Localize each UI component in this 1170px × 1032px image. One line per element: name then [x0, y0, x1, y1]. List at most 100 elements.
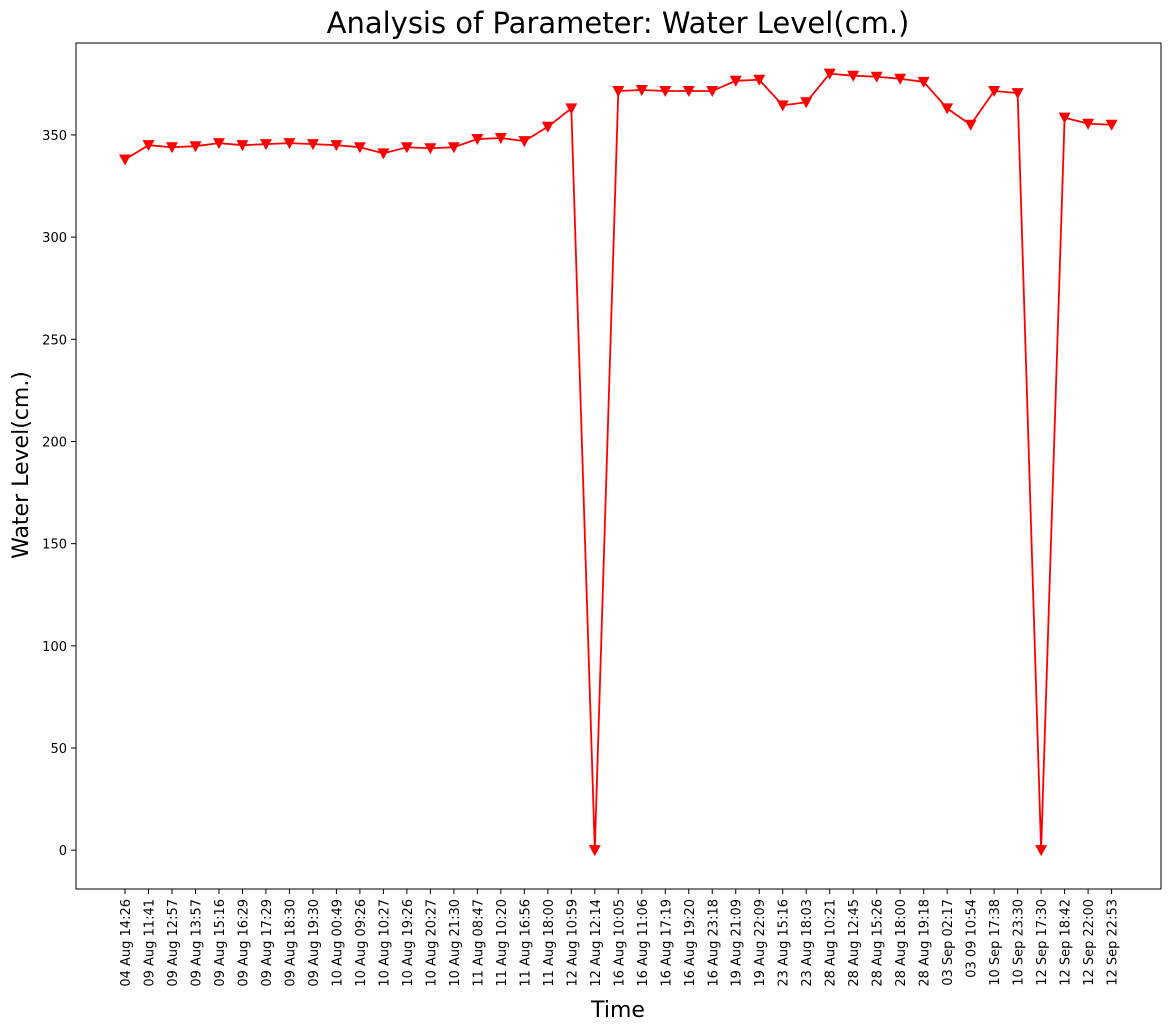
- data-point-marker: [894, 73, 907, 85]
- x-tick-label: 03 Sep 02:17: [941, 899, 956, 986]
- x-tick-label: 10 Aug 20:27: [424, 899, 439, 987]
- y-tick-label: 200: [42, 435, 67, 450]
- x-tick-label: 12 Sep 22:53: [1106, 899, 1121, 986]
- y-tick-label: 0: [59, 844, 67, 859]
- series-line: [124, 72, 1112, 851]
- y-axis-label: Water Level(cm.): [9, 371, 34, 559]
- data-point-marker: [917, 76, 930, 88]
- x-tick-label: 16 Aug 11:06: [636, 899, 651, 987]
- data-point-marker: [776, 100, 789, 112]
- x-tick-label: 10 Aug 00:49: [330, 899, 345, 987]
- x-axis-label: Time: [590, 998, 645, 1023]
- x-tick-label: 10 Sep 17:38: [988, 899, 1003, 986]
- data-point-marker: [283, 138, 296, 150]
- x-tick-label: 09 Aug 11:41: [142, 899, 157, 987]
- data-point-marker: [588, 845, 601, 857]
- x-tick-label: 09 Aug 17:29: [260, 899, 275, 987]
- x-tick-label: 09 Aug 12:57: [166, 899, 181, 987]
- data-point-marker: [1105, 119, 1118, 131]
- data-point-marker: [377, 148, 390, 160]
- x-tick-label: 19 Aug 21:09: [730, 899, 745, 987]
- x-tick-label: 19 Aug 22:09: [753, 899, 768, 987]
- data-point-marker: [635, 85, 648, 96]
- x-tick-label: 10 Aug 09:26: [354, 899, 369, 987]
- x-tick-label: 16 Aug 19:20: [683, 899, 698, 987]
- x-tick-label: 09 Aug 16:29: [236, 899, 251, 987]
- data-point-marker: [612, 86, 625, 98]
- data-point-marker: [119, 154, 131, 166]
- data-point-marker: [165, 142, 178, 154]
- x-tick-label: 10 Sep 23:30: [1012, 899, 1027, 986]
- x-tick-label: 28 Aug 10:21: [824, 899, 839, 987]
- x-tick-label: 12 Sep 22:00: [1082, 899, 1097, 986]
- x-tick-label: 10 Aug 19:26: [401, 899, 416, 987]
- data-point-marker: [400, 142, 413, 154]
- data-point-marker: [306, 139, 319, 151]
- data-point-marker: [659, 86, 672, 98]
- data-point-marker: [1035, 845, 1048, 857]
- series-markers: [119, 68, 1118, 857]
- data-point-marker: [823, 68, 836, 80]
- x-tick-label: 03 09 10:54: [965, 899, 980, 978]
- y-tick-label: 100: [42, 640, 67, 655]
- data-point-marker: [870, 71, 883, 83]
- x-tick-label: 28 Aug 12:45: [847, 899, 862, 987]
- x-tick-label: 28 Aug 15:26: [871, 899, 886, 987]
- x-tick-label: 10 Aug 21:30: [448, 899, 463, 987]
- x-tick-label: 10 Aug 10:27: [377, 899, 392, 987]
- data-point-marker: [847, 70, 860, 82]
- plot-frame: [75, 42, 1162, 890]
- data-point-marker: [729, 75, 742, 87]
- chart-title: Analysis of Parameter: Water Level(cm.): [327, 6, 910, 40]
- x-tick-label: 23 Aug 18:03: [800, 899, 815, 987]
- data-point-marker: [1011, 88, 1024, 100]
- y-tick-label: 300: [42, 231, 67, 246]
- data-point-marker: [259, 139, 272, 151]
- y-tick-label: 250: [42, 333, 67, 348]
- data-point-marker: [800, 97, 813, 109]
- x-tick-label: 09 Aug 13:57: [189, 899, 204, 987]
- data-point-marker: [565, 103, 578, 115]
- x-tick-label: 28 Aug 18:00: [894, 899, 909, 987]
- y-tick-label: 50: [50, 742, 67, 757]
- data-point-marker: [330, 140, 343, 152]
- data-point-marker: [1058, 112, 1071, 124]
- x-tick-label: 12 Aug 10:59: [565, 899, 580, 987]
- y-tick-label: 350: [42, 129, 67, 144]
- x-tick-label: 16 Aug 10:05: [612, 899, 627, 987]
- x-tick-label: 12 Aug 12:14: [589, 899, 604, 987]
- x-tick-label: 09 Aug 18:30: [283, 899, 298, 987]
- data-point-marker: [447, 142, 460, 154]
- data-point-marker: [353, 142, 366, 154]
- y-axis-ticks: 0 50 100 150 200 250 300 350: [42, 129, 76, 859]
- x-tick-label: 11 Aug 16:56: [518, 899, 533, 987]
- data-point-marker: [964, 119, 977, 131]
- x-tick-label: 12 Sep 18:42: [1059, 899, 1074, 986]
- x-tick-label: 16 Aug 17:19: [659, 899, 674, 987]
- data-point-marker: [1082, 118, 1095, 130]
- data-point-marker: [471, 134, 484, 146]
- x-tick-label: 11 Aug 10:20: [495, 899, 510, 987]
- data-point-marker: [941, 103, 954, 115]
- x-tick-label: 11 Aug 08:47: [471, 899, 486, 987]
- x-tick-label: 12 Sep 17:30: [1035, 899, 1050, 986]
- x-tick-label: 04 Aug 14:26: [119, 899, 134, 987]
- y-tick-label: 150: [42, 538, 67, 553]
- data-point-marker: [494, 133, 507, 145]
- x-tick-label: 16 Aug 23:18: [706, 899, 721, 987]
- x-tick-label: 09 Aug 15:16: [213, 899, 228, 987]
- data-point-marker: [682, 86, 695, 98]
- data-point-marker: [142, 140, 155, 152]
- data-point-marker: [988, 86, 1001, 98]
- data-point-marker: [189, 141, 202, 153]
- data-point-marker: [753, 74, 766, 86]
- x-tick-label: 23 Aug 15:16: [777, 899, 792, 987]
- x-tick-label: 09 Aug 19:30: [307, 899, 322, 987]
- data-point-marker: [518, 136, 531, 148]
- x-tick-label: 11 Aug 18:00: [542, 899, 557, 987]
- data-point-marker: [424, 143, 437, 155]
- data-point-marker: [212, 138, 225, 150]
- data-point-marker: [541, 121, 554, 133]
- data-point-marker: [706, 86, 719, 98]
